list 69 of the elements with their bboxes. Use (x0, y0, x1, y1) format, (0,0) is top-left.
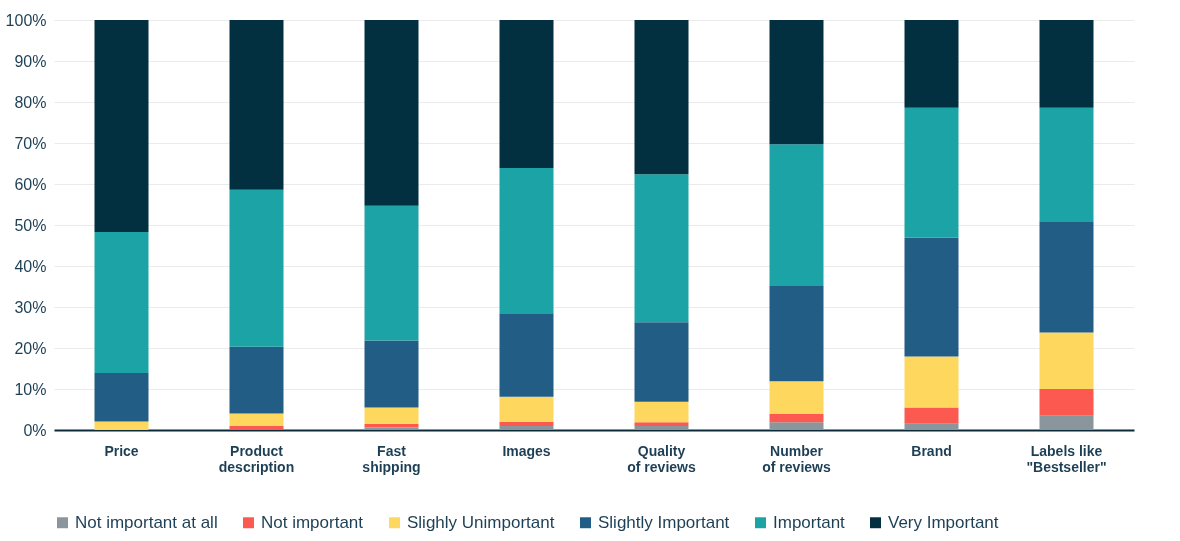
bar (1039, 221, 1094, 333)
y-tick-label: 60% (14, 175, 47, 193)
bar (364, 423, 419, 428)
bar (904, 107, 959, 238)
x-tick-label: Quality of reviews (627, 442, 696, 475)
legend-label: Important (773, 512, 846, 532)
bar (634, 401, 689, 423)
bar (1039, 20, 1094, 108)
y-tick-label: 30% (14, 298, 47, 316)
bar (94, 373, 149, 422)
bar (634, 20, 689, 175)
x-tick-label: Images (502, 442, 551, 459)
bar (499, 168, 554, 314)
x-tick-label: Number of reviews (762, 442, 831, 475)
bar (904, 407, 959, 424)
bar (364, 205, 419, 341)
bar (229, 413, 284, 426)
bar (634, 422, 689, 426)
bar (769, 144, 824, 287)
y-tick-label: 80% (14, 93, 47, 111)
bar (769, 286, 824, 382)
y-tick-label: 20% (14, 339, 47, 357)
y-tick-label: 0% (23, 421, 47, 439)
legend-label: Very Important (888, 512, 999, 532)
bar (1039, 415, 1094, 430)
legend-label: Slighly Unimportant (407, 512, 555, 532)
bar (904, 356, 959, 408)
bar (499, 20, 554, 169)
bar (499, 421, 554, 426)
bar (499, 313, 554, 397)
y-tick-label: 50% (14, 216, 47, 234)
bar (499, 396, 554, 422)
y-tick-label: 40% (14, 257, 47, 275)
bar (94, 421, 149, 430)
bar (769, 20, 824, 145)
bar (904, 20, 959, 108)
x-tick-label: Fast shipping (362, 442, 421, 475)
bar (94, 231, 149, 374)
bar (1039, 389, 1094, 416)
bar (364, 20, 419, 206)
bar (229, 189, 284, 347)
bar (769, 422, 824, 430)
y-tick-label: 70% (14, 134, 47, 152)
bar (769, 381, 824, 415)
bar (634, 174, 689, 323)
x-tick-label: Brand (911, 442, 952, 459)
legend-label: Not important at all (75, 512, 218, 532)
bar (634, 425, 689, 430)
x-tick-label: Labels like "Bestseller" (1026, 442, 1107, 475)
bar (634, 322, 689, 402)
bar (1039, 107, 1094, 222)
y-tick-label: 100% (5, 11, 47, 29)
legend-label: Not important (261, 512, 364, 532)
x-tick-label: Price (104, 442, 139, 459)
bar (94, 20, 149, 232)
x-tick-label: Product description (218, 442, 295, 475)
bar (904, 423, 959, 430)
bar (769, 414, 824, 423)
legend-label: Slightly Important (598, 512, 730, 532)
y-tick-label: 90% (14, 52, 47, 70)
bar (364, 340, 419, 408)
bar (229, 425, 284, 430)
bar (499, 425, 554, 430)
bar (229, 346, 284, 414)
y-tick-label: 10% (14, 380, 47, 398)
bar (229, 20, 284, 190)
bar (904, 237, 959, 357)
bar (364, 407, 419, 424)
bar (1039, 332, 1094, 389)
